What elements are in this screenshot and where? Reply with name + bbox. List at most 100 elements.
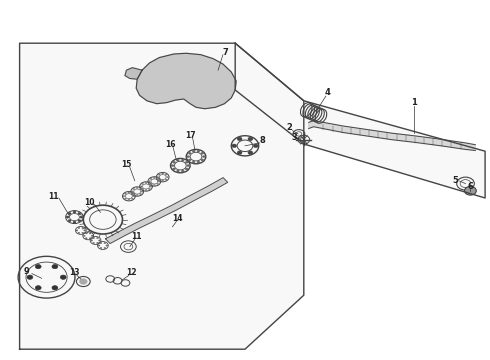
Text: 1: 1 xyxy=(411,98,417,107)
Polygon shape xyxy=(20,43,304,349)
Circle shape xyxy=(172,168,175,170)
Circle shape xyxy=(150,178,152,180)
Circle shape xyxy=(136,194,138,196)
Circle shape xyxy=(84,230,86,231)
Circle shape xyxy=(148,188,150,190)
Circle shape xyxy=(76,230,78,231)
Circle shape xyxy=(248,151,253,154)
Circle shape xyxy=(172,161,175,163)
Circle shape xyxy=(78,212,81,215)
Circle shape xyxy=(85,233,87,234)
Circle shape xyxy=(85,238,87,239)
Circle shape xyxy=(82,232,84,234)
Circle shape xyxy=(188,152,191,154)
Text: 8: 8 xyxy=(259,136,265,145)
Polygon shape xyxy=(235,43,485,198)
Circle shape xyxy=(128,192,130,193)
Circle shape xyxy=(131,191,133,192)
Circle shape xyxy=(140,186,142,187)
Circle shape xyxy=(140,188,142,190)
Circle shape xyxy=(68,220,71,222)
Circle shape xyxy=(66,216,69,218)
Circle shape xyxy=(100,247,102,249)
Text: 2: 2 xyxy=(286,123,292,132)
Text: 6: 6 xyxy=(467,182,473,191)
Circle shape xyxy=(158,181,160,182)
Circle shape xyxy=(153,184,155,186)
Circle shape xyxy=(185,161,188,163)
Circle shape xyxy=(80,216,83,218)
Circle shape xyxy=(52,265,58,269)
Circle shape xyxy=(133,193,135,195)
Text: 15: 15 xyxy=(121,161,132,170)
Circle shape xyxy=(202,156,205,158)
Circle shape xyxy=(157,183,159,185)
Circle shape xyxy=(82,227,84,229)
Circle shape xyxy=(104,242,106,244)
Circle shape xyxy=(158,174,160,175)
Circle shape xyxy=(150,183,152,185)
Circle shape xyxy=(142,183,144,185)
Circle shape xyxy=(157,176,159,178)
Circle shape xyxy=(79,279,87,284)
Circle shape xyxy=(185,168,188,170)
Text: 13: 13 xyxy=(69,269,80,277)
Circle shape xyxy=(148,181,150,182)
Circle shape xyxy=(232,144,237,148)
Text: 9: 9 xyxy=(24,267,30,276)
Circle shape xyxy=(93,242,95,244)
Circle shape xyxy=(133,188,135,190)
Circle shape xyxy=(68,212,71,215)
Polygon shape xyxy=(105,177,228,244)
Circle shape xyxy=(91,235,93,237)
Circle shape xyxy=(73,221,76,223)
Polygon shape xyxy=(309,121,475,150)
Text: 12: 12 xyxy=(126,269,137,277)
Circle shape xyxy=(171,165,174,167)
Circle shape xyxy=(78,227,80,229)
Circle shape xyxy=(98,240,100,241)
Circle shape xyxy=(27,275,33,279)
Circle shape xyxy=(35,285,41,290)
Circle shape xyxy=(192,150,195,152)
Circle shape xyxy=(100,242,102,244)
Circle shape xyxy=(145,182,147,184)
Circle shape xyxy=(248,137,253,141)
Circle shape xyxy=(124,193,126,194)
Circle shape xyxy=(52,285,58,290)
Polygon shape xyxy=(136,53,236,109)
Circle shape xyxy=(89,238,91,239)
Circle shape xyxy=(153,177,155,179)
Circle shape xyxy=(148,183,150,185)
Circle shape xyxy=(141,191,143,192)
Circle shape xyxy=(133,195,135,197)
Circle shape xyxy=(167,176,169,178)
Circle shape xyxy=(140,193,142,195)
Circle shape xyxy=(237,137,242,141)
Circle shape xyxy=(97,237,98,239)
Circle shape xyxy=(73,211,76,213)
Circle shape xyxy=(187,165,190,167)
Circle shape xyxy=(192,161,195,163)
Circle shape xyxy=(165,174,167,175)
Circle shape xyxy=(181,159,184,161)
Text: 11: 11 xyxy=(48,192,58,201)
Circle shape xyxy=(165,179,167,180)
Circle shape xyxy=(162,173,164,174)
Circle shape xyxy=(201,152,204,154)
Circle shape xyxy=(197,150,200,152)
Circle shape xyxy=(181,170,184,172)
Circle shape xyxy=(237,151,242,154)
Polygon shape xyxy=(125,68,142,79)
Circle shape xyxy=(123,195,125,197)
Circle shape xyxy=(136,187,138,189)
Text: 16: 16 xyxy=(165,140,176,149)
Circle shape xyxy=(201,159,204,161)
Circle shape xyxy=(187,156,190,158)
Circle shape xyxy=(128,199,130,201)
Circle shape xyxy=(131,193,133,194)
Circle shape xyxy=(157,178,159,180)
Circle shape xyxy=(197,161,200,163)
Circle shape xyxy=(145,189,147,191)
Text: 5: 5 xyxy=(453,176,459,185)
